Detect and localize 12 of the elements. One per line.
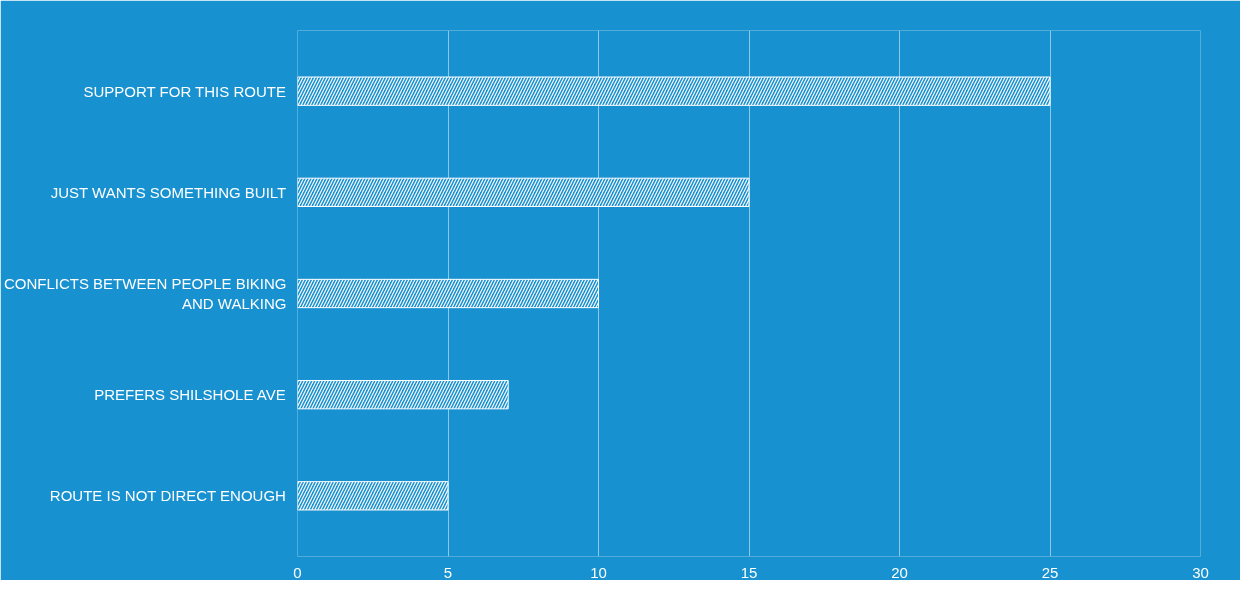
x-tick-label: 0 bbox=[293, 563, 302, 581]
y-tick-label: ROUTE IS NOT DIRECT ENOUGH bbox=[49, 487, 286, 505]
y-tick-label: SUPPORT FOR THIS ROUTE bbox=[83, 82, 286, 100]
x-tick-label: 5 bbox=[443, 563, 453, 581]
y-tick-label: JUST WANTS SOMETHING BUILT bbox=[50, 183, 287, 201]
y-tick-label: PREFERS SHILSHOLE AVE bbox=[94, 386, 286, 404]
x-tick-label: 15 bbox=[740, 563, 758, 581]
x-tick-label: 25 bbox=[1041, 563, 1059, 581]
x-tick-label: 30 bbox=[1192, 563, 1209, 581]
y-tick-label: CONFLICTS BETWEEN PEOPLE BIKING AND WALKING bbox=[3, 274, 287, 313]
x-tick-label: 10 bbox=[590, 563, 607, 581]
x-tick-label: 20 bbox=[891, 563, 908, 581]
